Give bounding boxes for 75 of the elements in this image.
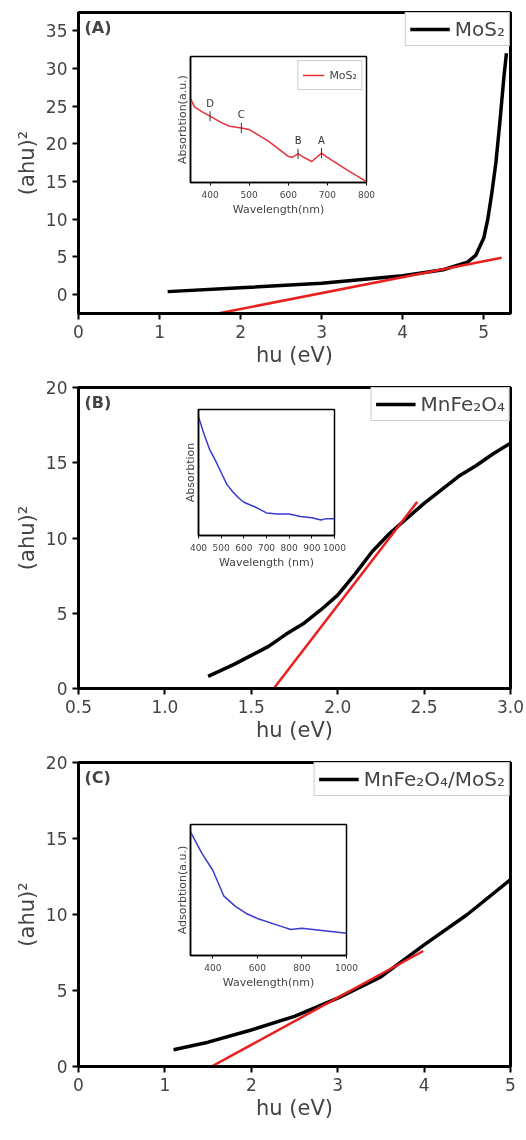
legend-label: MnFe₂O₄/MoS₂ bbox=[363, 767, 505, 791]
x-tick-label: 1 bbox=[159, 1074, 171, 1095]
legend-label: MoS₂ bbox=[454, 17, 505, 41]
y-tick-label: 25 bbox=[45, 96, 68, 117]
x-tick-label: 5 bbox=[505, 1074, 516, 1095]
x-tick-label: 1000 bbox=[335, 962, 359, 973]
x-axis-title: hu (eV) bbox=[256, 342, 333, 367]
legend-label: MoS₂ bbox=[329, 68, 357, 82]
y-tick-label: 5 bbox=[56, 247, 68, 268]
y-axis-title: (ahu)² bbox=[14, 882, 39, 947]
x-tick-label: 600 bbox=[235, 542, 253, 553]
y-tick-label: 5 bbox=[56, 603, 68, 624]
x-axis-title: hu (eV) bbox=[256, 1095, 333, 1120]
x-tick-label: 1.5 bbox=[237, 696, 265, 717]
legend-label: MnFe₂O₄ bbox=[420, 392, 505, 416]
x-tick-label: 4 bbox=[418, 1074, 430, 1095]
y-tick-label: 10 bbox=[45, 905, 68, 925]
x-axis-title: Wavelength (nm) bbox=[218, 555, 315, 569]
annotation: (B) bbox=[84, 392, 112, 412]
x-tick-label: 1000 bbox=[323, 542, 347, 553]
annotation: D bbox=[206, 97, 215, 109]
x-tick-label: 700 bbox=[257, 542, 276, 553]
y-tick-label: 35 bbox=[45, 21, 68, 42]
x-tick-label: 3.0 bbox=[496, 696, 525, 717]
x-tick-label: 400 bbox=[189, 542, 208, 553]
annotation: (A) bbox=[84, 17, 112, 37]
x-tick-label: 2.0 bbox=[324, 696, 352, 717]
x-tick-label: 2.5 bbox=[410, 696, 438, 717]
y-tick-label: 0 bbox=[56, 285, 68, 306]
y-axis-title: Absorbtion bbox=[183, 442, 197, 503]
y-tick-label: 10 bbox=[45, 209, 68, 230]
y-tick-label: 20 bbox=[45, 378, 68, 398]
x-tick-label: 800 bbox=[280, 542, 299, 553]
x-tick-label: 800 bbox=[293, 962, 311, 973]
x-tick-label: 500 bbox=[240, 189, 259, 200]
x-tick-label: 1.0 bbox=[151, 696, 179, 717]
y-tick-label: 15 bbox=[45, 829, 68, 849]
y-tick-label: 20 bbox=[45, 753, 68, 773]
x-tick-label: 600 bbox=[279, 189, 298, 200]
y-tick-label: 15 bbox=[45, 453, 68, 474]
x-tick-label: 5 bbox=[478, 321, 490, 342]
y-tick-label: 0 bbox=[56, 679, 68, 699]
x-tick-label: 500 bbox=[212, 542, 231, 553]
x-tick-label: 2 bbox=[245, 1074, 257, 1095]
annotation: A bbox=[318, 134, 326, 146]
y-tick-label: 15 bbox=[45, 171, 68, 192]
annotation: (C) bbox=[84, 767, 111, 787]
x-tick-label: 0.5 bbox=[64, 696, 93, 717]
x-tick-label: 600 bbox=[248, 962, 267, 973]
x-axis-title: hu (eV) bbox=[256, 717, 333, 742]
x-tick-label: 400 bbox=[201, 189, 219, 200]
y-tick-label: 20 bbox=[45, 134, 68, 155]
x-tick-label: 3 bbox=[316, 321, 328, 342]
y-tick-label: 5 bbox=[56, 981, 68, 1001]
y-axis-title: Adsorbtion(a.u.) bbox=[175, 845, 189, 935]
x-tick-label: 1 bbox=[154, 321, 165, 342]
x-tick-label: 0 bbox=[73, 1074, 84, 1095]
x-tick-label: 700 bbox=[318, 189, 337, 200]
x-tick-label: 2 bbox=[235, 321, 247, 342]
x-axis-title: Wavelength(nm) bbox=[232, 202, 325, 216]
y-axis-title: Absorbtion(a.u.) bbox=[175, 75, 189, 164]
annotation: C bbox=[237, 109, 245, 121]
x-axis-title: Wavelength(nm) bbox=[222, 975, 315, 989]
x-tick-label: 0 bbox=[73, 321, 84, 342]
x-tick-label: 4 bbox=[397, 321, 409, 342]
annotation: B bbox=[294, 135, 302, 147]
y-axis-title: (ahu)² bbox=[14, 130, 39, 196]
x-tick-label: 400 bbox=[204, 962, 222, 973]
y-tick-label: 30 bbox=[45, 58, 68, 79]
y-tick-label: 10 bbox=[45, 528, 68, 549]
x-tick-label: 3 bbox=[332, 1074, 344, 1095]
x-tick-label: 900 bbox=[303, 542, 321, 553]
y-axis-title: (ahu)² bbox=[14, 505, 39, 571]
x-tick-label: 800 bbox=[357, 189, 376, 200]
y-tick-label: 0 bbox=[56, 1057, 68, 1077]
